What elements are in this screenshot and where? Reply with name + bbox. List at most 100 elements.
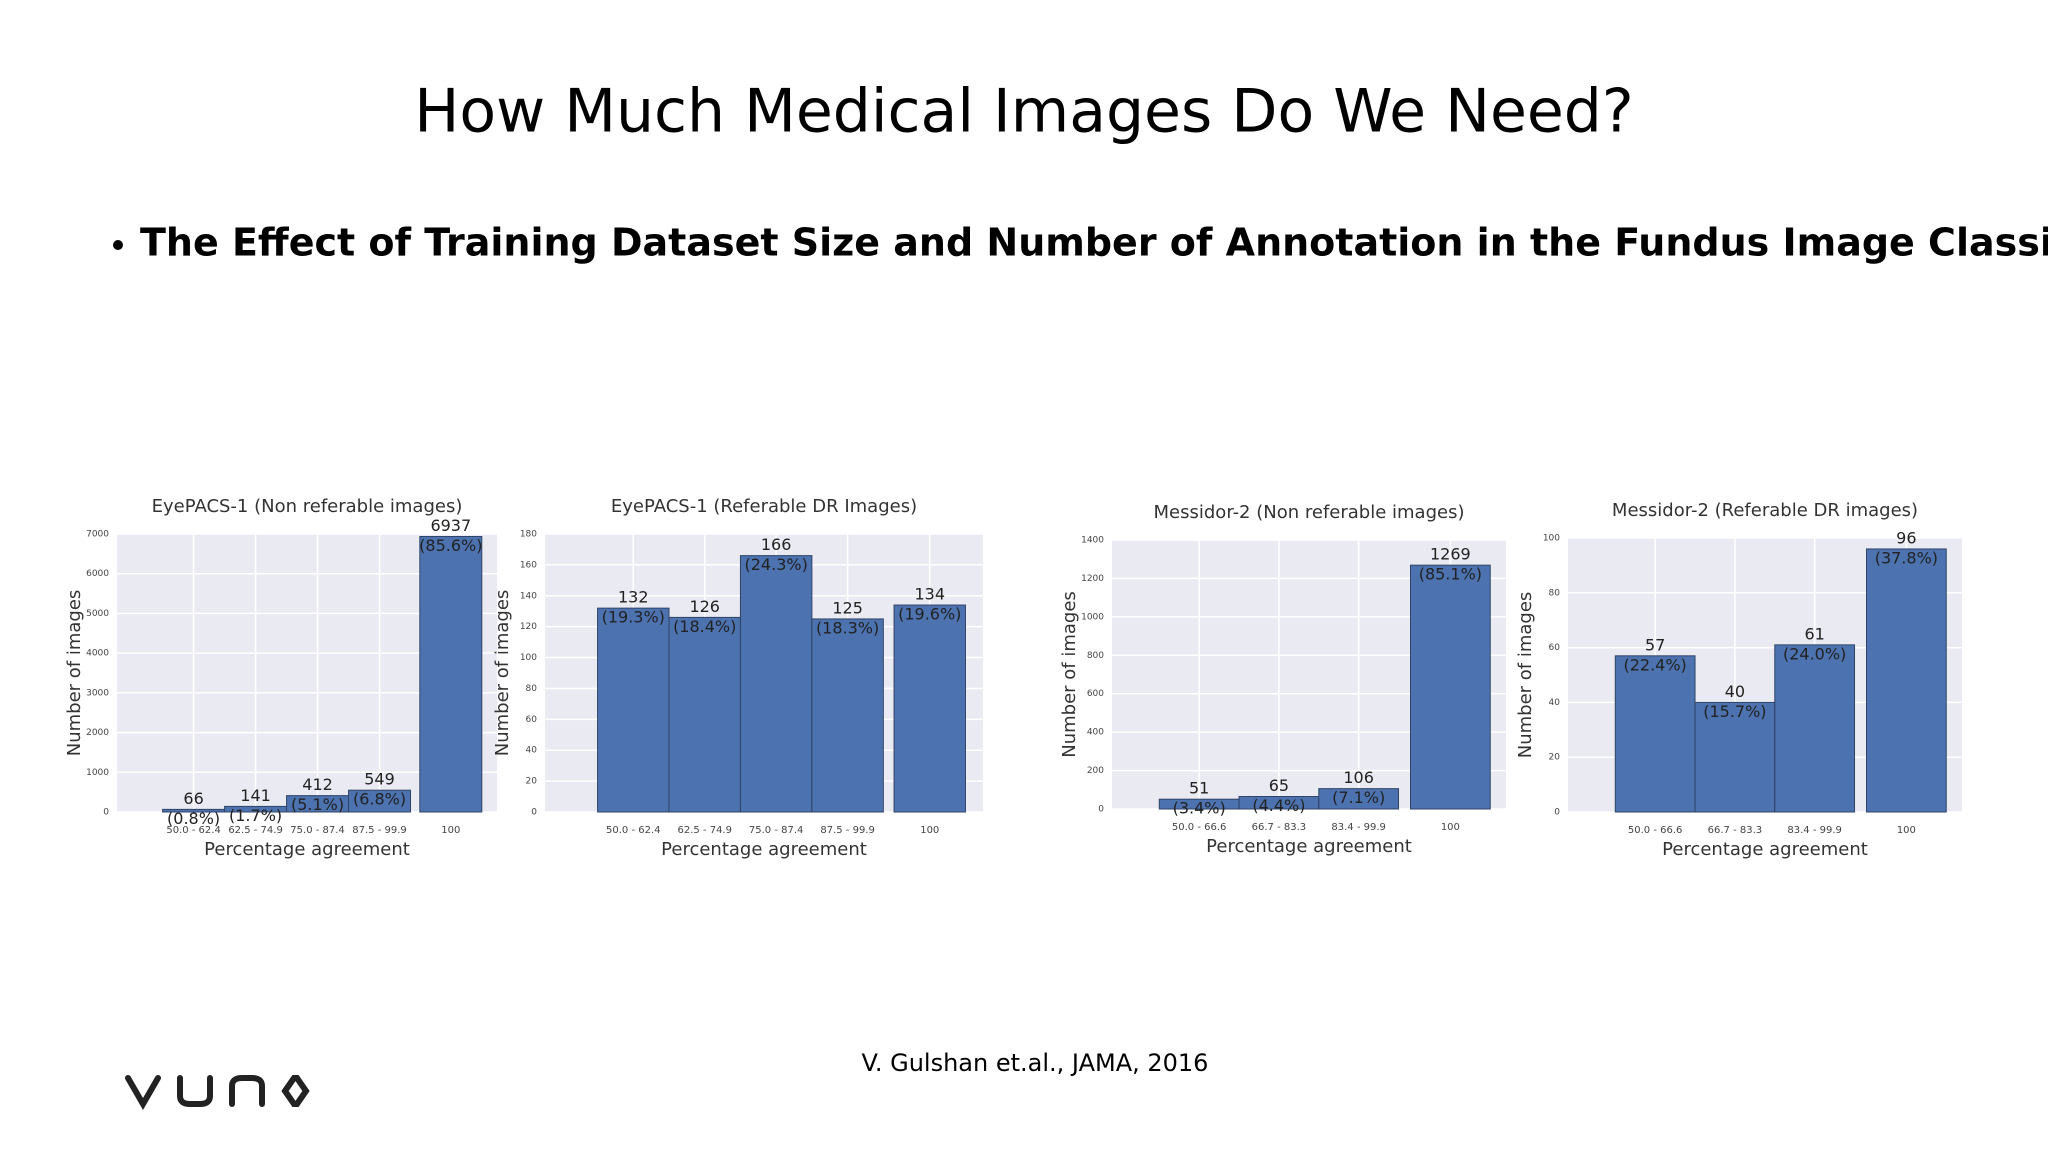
value-label: 141 <box>240 786 271 805</box>
bullet-text: The Effect of Training Dataset Size and … <box>140 221 2048 265</box>
bar <box>668 616 741 813</box>
logo <box>125 1075 310 1111</box>
x-tick-label: 50.0 - 62.4 <box>166 825 221 836</box>
x-tick-label: 100 <box>1897 825 1916 836</box>
y-tick-label: 60 <box>1549 643 1561 653</box>
y-tick-label: 600 <box>1087 689 1104 699</box>
x-tick-label: 83.4 - 99.9 <box>1787 825 1842 836</box>
y-tick-label: 1000 <box>1081 612 1104 622</box>
y-tick-label: 4000 <box>86 649 109 659</box>
value-label: 66 <box>183 789 203 808</box>
y-axis-label: Number of images <box>1059 591 1080 758</box>
percent-label: (7.1%) <box>1332 788 1385 807</box>
value-label: 6937 <box>430 516 471 535</box>
value-label: 132 <box>618 588 649 607</box>
chart-title: EyePACS-1 (Non referable images) <box>152 496 463 517</box>
value-label: 106 <box>1343 768 1374 787</box>
y-tick-label: 200 <box>1087 766 1104 776</box>
chart-title: Messidor-2 (Non referable images) <box>1154 502 1465 523</box>
x-tick-label: 62.5 - 74.9 <box>228 825 283 836</box>
y-axis-label: Number of images <box>1515 592 1536 759</box>
value-label: 134 <box>914 585 945 604</box>
value-label: 51 <box>1189 779 1209 798</box>
value-label: 61 <box>1804 624 1824 643</box>
y-tick-label: 40 <box>526 746 538 756</box>
percent-label: (19.6%) <box>898 605 961 624</box>
x-tick-label: 75.0 - 87.4 <box>749 825 804 836</box>
x-tick-label: 100 <box>441 825 460 836</box>
bar <box>1409 564 1491 810</box>
y-tick-label: 1400 <box>1081 536 1104 546</box>
bar <box>1694 701 1776 813</box>
percent-label: (1.7%) <box>229 806 282 825</box>
bar <box>1614 655 1696 813</box>
y-tick-label: 1000 <box>86 768 109 778</box>
slide-title: How Much Medical Images Do We Need? <box>414 77 1633 147</box>
y-tick-label: 100 <box>1543 534 1560 544</box>
x-axis-label: Percentage agreement <box>204 839 410 860</box>
x-tick-label: 87.5 - 99.9 <box>820 825 875 836</box>
bar <box>419 536 483 813</box>
chart-title: Messidor-2 (Referable DR images) <box>1612 500 1918 521</box>
value-label: 412 <box>302 775 333 794</box>
value-label: 125 <box>832 598 863 617</box>
y-tick-label: 6000 <box>86 569 109 579</box>
y-tick-label: 800 <box>1087 651 1104 661</box>
y-tick-label: 0 <box>103 808 109 818</box>
percent-label: (18.4%) <box>673 617 736 636</box>
chart-title: EyePACS-1 (Referable DR Images) <box>611 496 917 517</box>
value-label: 40 <box>1725 682 1745 701</box>
bar <box>893 604 966 813</box>
x-tick-label: 50.0 - 66.6 <box>1628 825 1683 836</box>
y-tick-label: 60 <box>526 715 538 725</box>
bar <box>1865 548 1947 813</box>
bar <box>739 555 813 813</box>
y-tick-label: 20 <box>526 777 538 787</box>
y-tick-label: 0 <box>531 808 537 818</box>
y-tick-label: 20 <box>1549 753 1561 763</box>
percent-label: (0.8%) <box>167 809 220 828</box>
bar <box>1774 644 1856 813</box>
percent-label: (6.8%) <box>353 790 406 809</box>
x-tick-label: 62.5 - 74.9 <box>677 825 732 836</box>
x-tick-label: 66.7 - 83.3 <box>1252 822 1307 833</box>
x-axis-label: Percentage agreement <box>1662 839 1868 860</box>
percent-label: (22.4%) <box>1623 655 1686 674</box>
y-tick-label: 1200 <box>1081 574 1104 584</box>
x-tick-label: 50.0 - 66.6 <box>1172 822 1227 833</box>
x-tick-label: 66.7 - 83.3 <box>1708 825 1763 836</box>
percent-label: (3.4%) <box>1173 799 1226 818</box>
value-label: 65 <box>1269 776 1289 795</box>
y-axis-label: Number of images <box>492 590 513 757</box>
y-tick-label: 2000 <box>86 728 109 738</box>
y-tick-label: 120 <box>520 622 537 632</box>
percent-label: (37.8%) <box>1875 548 1938 567</box>
y-tick-label: 80 <box>526 684 538 694</box>
y-tick-label: 5000 <box>86 609 109 619</box>
y-axis-label: Number of images <box>64 590 85 757</box>
x-axis-label: Percentage agreement <box>1206 836 1412 857</box>
value-label: 126 <box>689 597 720 616</box>
percent-label: (85.1%) <box>1419 565 1482 584</box>
value-label: 549 <box>364 770 395 789</box>
bar <box>811 618 884 813</box>
x-tick-label: 87.5 - 99.9 <box>352 825 407 836</box>
value-label: 57 <box>1645 635 1665 654</box>
y-tick-label: 80 <box>1549 588 1561 598</box>
y-tick-label: 400 <box>1087 728 1104 738</box>
percent-label: (4.4%) <box>1252 796 1305 815</box>
y-tick-label: 3000 <box>86 688 109 698</box>
percent-label: (19.3%) <box>602 608 665 627</box>
bar <box>1318 788 1400 810</box>
bullet-dot <box>113 240 123 250</box>
y-tick-label: 180 <box>520 530 537 540</box>
x-tick-label: 100 <box>1441 822 1460 833</box>
x-tick-label: 50.0 - 62.4 <box>606 825 661 836</box>
percent-label: (15.7%) <box>1703 702 1766 721</box>
bar <box>597 607 670 813</box>
y-tick-label: 160 <box>520 560 537 570</box>
y-tick-label: 0 <box>1098 805 1104 815</box>
percent-label: (18.3%) <box>816 618 879 637</box>
y-tick-label: 7000 <box>86 530 109 540</box>
